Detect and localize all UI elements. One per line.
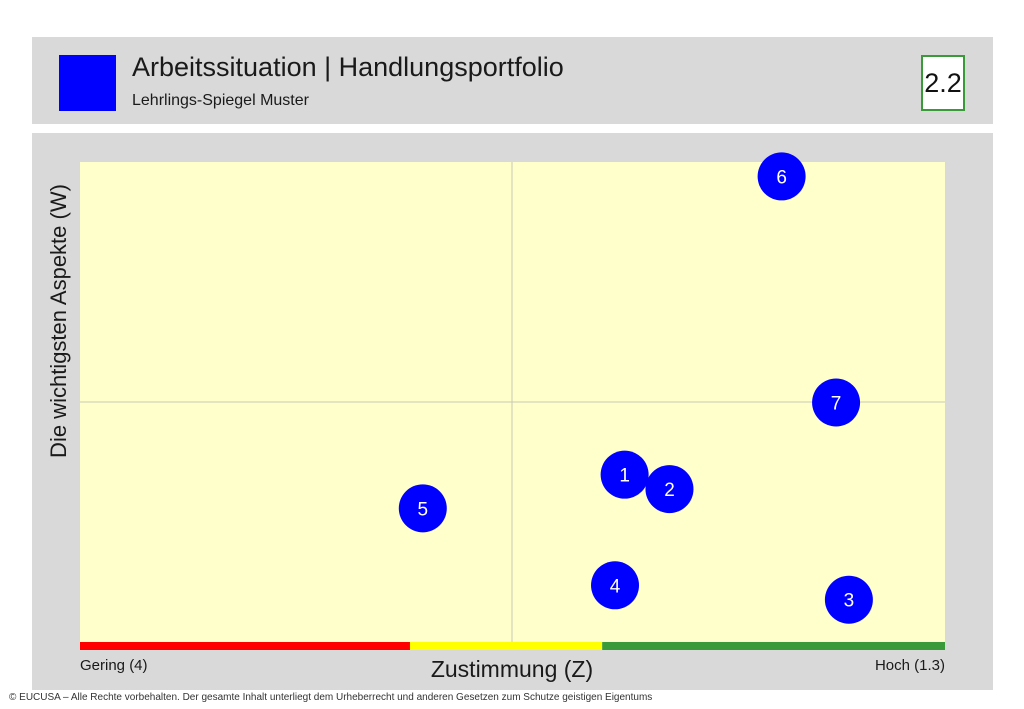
data-points: 1 2 3 4 5 6 7: [398, 152, 873, 624]
x-axis-right-label: Hoch (1.3): [875, 657, 945, 674]
header-bar: Arbeitssituation | Handlungsportfolio Le…: [32, 37, 993, 124]
section-number-badge: 2.2: [921, 55, 965, 111]
data-point-marker: [757, 152, 806, 201]
data-point-6: 6: [757, 152, 806, 201]
data-point-label: 5: [418, 499, 429, 520]
chart-panel: 1 2 3 4 5 6 7 Die wichtigsten Aspekte (W) Zust…: [32, 133, 993, 690]
data-point-4: 4: [591, 561, 640, 610]
footer-copyright: © EUCUSA – Alle Rechte vorbehalten. Der …: [9, 692, 653, 703]
portfolio-scatter-chart: 1 2 3 4 5 6 7 Die wichtigsten Aspekte (W) Zust…: [46, 152, 945, 682]
data-point-7: 7: [812, 378, 861, 427]
x-axis-label: Zustimmung (Z): [431, 656, 593, 682]
data-point-5: 5: [398, 484, 447, 533]
scale-bar-segment-3: [602, 642, 945, 650]
scale-bar-segment-2: [409, 642, 603, 650]
data-point-marker: [824, 575, 873, 624]
data-point-label: 4: [610, 576, 621, 597]
data-point-marker: [600, 450, 649, 499]
data-point-label: 2: [664, 480, 675, 501]
scale-bar: [80, 642, 945, 650]
data-point-label: 6: [776, 167, 787, 188]
data-point-1: 1: [600, 450, 649, 499]
data-point-marker: [812, 378, 861, 427]
data-point-label: 1: [619, 466, 630, 487]
data-point-marker: [645, 465, 694, 514]
x-axis-left-label: Gering (4): [80, 657, 148, 674]
data-point-label: 3: [844, 591, 855, 612]
brand-square-icon: [59, 55, 116, 111]
page-subtitle: Lehrlings-Spiegel Muster: [132, 92, 309, 109]
data-point-label: 7: [831, 394, 842, 415]
data-point-3: 3: [824, 575, 873, 624]
scale-bar-segment-1: [80, 642, 410, 650]
data-point-marker: [591, 561, 640, 610]
page-title: Arbeitssituation | Handlungsportfolio: [132, 52, 564, 82]
data-point-marker: [398, 484, 447, 533]
y-axis-label: Die wichtigsten Aspekte (W): [46, 184, 71, 458]
data-point-2: 2: [645, 465, 694, 514]
